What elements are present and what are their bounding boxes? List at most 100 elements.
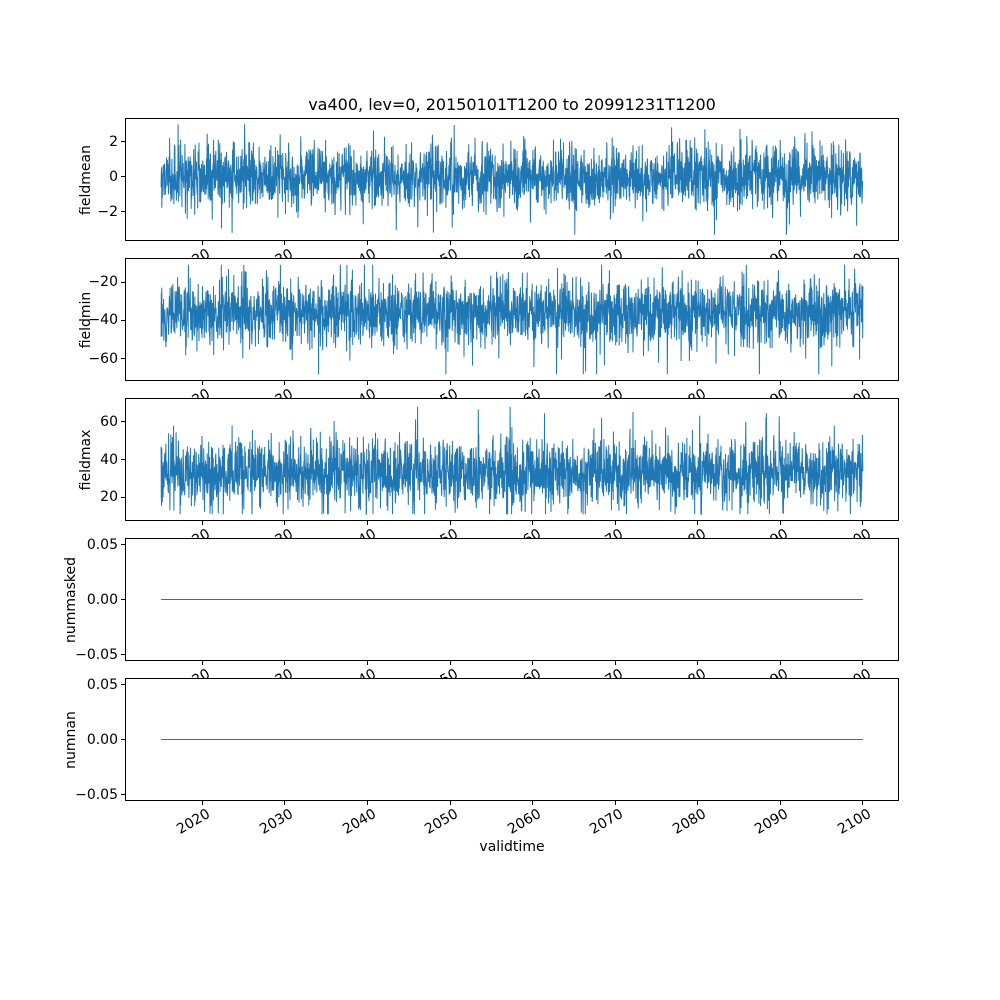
x-tick — [862, 381, 864, 385]
y-tick — [121, 654, 125, 655]
axes-numnan: numnan −0.05 0.00 0.05 2020 2030 2040 2050 2060… — [63, 677, 899, 838]
x-axis-label: validtime — [479, 839, 545, 855]
x-tick — [614, 801, 616, 805]
x-tick-label: 2080 — [669, 806, 709, 838]
y-tick — [121, 459, 125, 460]
x-tick — [201, 241, 203, 245]
x-tick — [449, 381, 451, 385]
y-tick-label: 40 — [100, 451, 118, 468]
x-tick-label: 2090 — [752, 806, 792, 838]
x-tick — [779, 521, 781, 525]
x-tick-label: 2060 — [504, 806, 544, 838]
x-tick — [532, 661, 534, 665]
x-tick-label: 2040 — [339, 806, 379, 838]
x-tick — [532, 241, 534, 245]
x-tick — [862, 661, 864, 665]
x-tick — [779, 801, 781, 805]
y-tick — [121, 544, 125, 545]
x-tick — [779, 661, 781, 665]
x-tick — [697, 801, 699, 805]
figure-title: va400, lev=0, 20150101T1200 to 20991231T… — [308, 95, 716, 114]
y-tick — [121, 319, 125, 321]
x-tick — [614, 521, 616, 525]
x-tick — [614, 381, 616, 385]
axes-nummasked: nummasked −0.050.000.0520202030204020502… — [63, 537, 899, 698]
x-tick — [532, 801, 534, 805]
x-tick-label: 2070 — [587, 806, 627, 838]
x-tick — [614, 241, 616, 245]
y-tick — [121, 211, 125, 213]
y-tick-label: 0.05 — [86, 676, 118, 693]
x-tick — [449, 241, 451, 245]
plot-area — [161, 599, 863, 600]
y-tick — [121, 141, 125, 143]
series-line-fieldmax — [160, 406, 864, 515]
axes-fieldmean: fieldmean −20220202030204020502060207020… — [78, 118, 899, 278]
x-tick-label: 2020 — [174, 806, 214, 838]
x-tick — [779, 241, 781, 245]
x-tick — [862, 801, 864, 805]
x-tick — [284, 241, 286, 245]
y-tick-label: 0.00 — [86, 591, 118, 608]
x-tick — [284, 381, 286, 385]
y-tick — [121, 421, 125, 423]
y-tick-label: −20 — [88, 274, 118, 291]
x-tick — [697, 381, 699, 385]
y-axis-label-numnan: numnan — [63, 710, 79, 769]
x-tick — [614, 661, 616, 665]
y-tick-label: −0.05 — [75, 646, 118, 663]
plot-area — [161, 739, 863, 740]
y-tick — [121, 739, 125, 740]
y-tick-label: 2 — [109, 133, 118, 150]
x-tick — [697, 521, 699, 525]
x-tick — [367, 381, 368, 385]
x-tick — [862, 241, 864, 245]
y-tick-label: 0.00 — [86, 731, 118, 748]
y-tick — [121, 684, 125, 685]
x-tick — [201, 801, 203, 805]
y-tick — [121, 358, 125, 360]
x-tick — [284, 801, 286, 805]
x-tick — [367, 661, 368, 665]
x-tick — [779, 381, 781, 385]
plot-area — [160, 124, 864, 235]
x-tick-label: 2050 — [422, 806, 462, 838]
x-tick — [697, 661, 699, 665]
y-tick-label: −0.05 — [75, 786, 118, 803]
y-tick-label: 0.05 — [86, 536, 118, 553]
x-tick — [367, 801, 368, 805]
plot-area — [160, 406, 864, 515]
y-tick — [121, 794, 125, 795]
y-tick-label: −40 — [88, 312, 118, 329]
y-axis-label-fieldmax: fieldmax — [78, 429, 94, 490]
series-line-fieldmin — [160, 264, 864, 375]
x-tick-label: 2030 — [257, 806, 296, 838]
y-tick-label: −60 — [88, 350, 118, 367]
y-tick-label: −2 — [97, 203, 118, 220]
x-tick — [449, 801, 451, 805]
x-tick — [449, 661, 451, 665]
series-line-fieldmean — [160, 124, 864, 235]
y-tick-label: 60 — [100, 413, 118, 430]
axes-fieldmax: fieldmax 2040602020203020402050206020702… — [78, 398, 899, 558]
x-tick — [862, 521, 864, 525]
x-tick — [449, 521, 451, 525]
axes-fieldmin: fieldmin −60−40−202020203020402050206020… — [78, 258, 899, 418]
x-tick — [284, 661, 286, 665]
y-tick-label: 0 — [109, 168, 118, 185]
y-tick — [121, 176, 125, 178]
x-tick — [697, 241, 699, 245]
y-tick-label: 20 — [100, 489, 118, 506]
y-tick — [121, 599, 125, 600]
x-tick — [201, 661, 203, 665]
y-axis-label-fieldmean: fieldmean — [78, 144, 94, 215]
y-axis-label-nummasked: nummasked — [63, 556, 79, 643]
x-tick — [201, 381, 203, 385]
x-tick-label: 2100 — [835, 806, 874, 838]
x-tick — [532, 381, 534, 385]
plot-area — [160, 264, 864, 375]
x-tick — [367, 241, 368, 245]
x-tick — [367, 521, 368, 525]
x-tick — [201, 521, 203, 525]
